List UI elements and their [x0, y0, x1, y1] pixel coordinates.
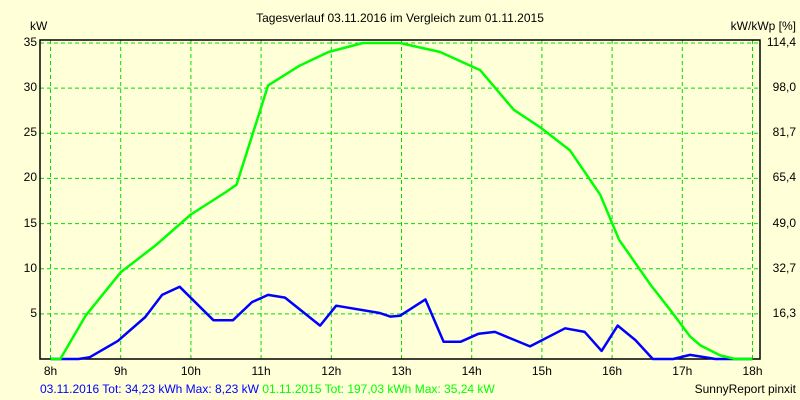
y-tick-label-left: 5	[30, 305, 37, 320]
series-line-03.11.2016	[50, 285, 753, 361]
y-tick-label-right: 49,0	[772, 215, 796, 230]
x-tick-label: 13h	[391, 364, 412, 378]
y-tick-label-right: 98,0	[772, 80, 796, 95]
series-line-01.11.2015	[50, 41, 753, 361]
x-tick-label: 9h	[114, 364, 128, 378]
y-tick-label-left: 30	[23, 80, 37, 95]
x-tick-label: 15h	[531, 364, 552, 378]
y-tick-label-left: 35	[23, 35, 37, 49]
x-tick-label: 17h	[672, 364, 693, 378]
plot-frame	[39, 39, 761, 360]
y-tick-label-right: 65,4	[772, 170, 796, 185]
x-tick-label: 10h	[180, 364, 201, 378]
y-tick-label-left: 15	[23, 215, 37, 230]
y-tick-label-left: 20	[23, 170, 37, 185]
legend-entry-2016: 03.11.2016 Tot: 34,23 kWh Max: 8,23 kW	[40, 382, 260, 396]
y-tick-label-left: 10	[23, 260, 37, 275]
x-tick-label: 18h	[742, 364, 763, 378]
y-axis-label-left: kW	[30, 19, 48, 33]
x-tick-label: 12h	[321, 364, 342, 378]
footer-credit: SunnyReport pinxit	[694, 382, 796, 396]
y-axis-label-right: kW/kWp [%]	[730, 19, 796, 33]
x-tick-label: 14h	[461, 364, 482, 378]
legend: 03.11.2016 Tot: 34,23 kWh Max: 8,23 kW 0…	[40, 382, 495, 396]
chart-title: Tagesverlauf 03.11.2016 im Vergleich zum…	[256, 11, 544, 25]
y-tick-label-right: 114,4	[766, 35, 796, 49]
legend-entry-2015: 01.11.2015 Tot: 197,03 kWh Max: 35,24 kW	[262, 382, 495, 396]
y-tick-label-left: 25	[23, 125, 37, 140]
x-tick-label: 11h	[251, 364, 271, 378]
y-tick-label-right: 81,7	[772, 125, 796, 140]
x-tick-label: 8h	[43, 364, 58, 378]
y-tick-label-right: 32,7	[772, 260, 796, 275]
y-tick-label-right: 16,3	[772, 305, 796, 320]
x-tick-label: 16h	[602, 364, 623, 378]
